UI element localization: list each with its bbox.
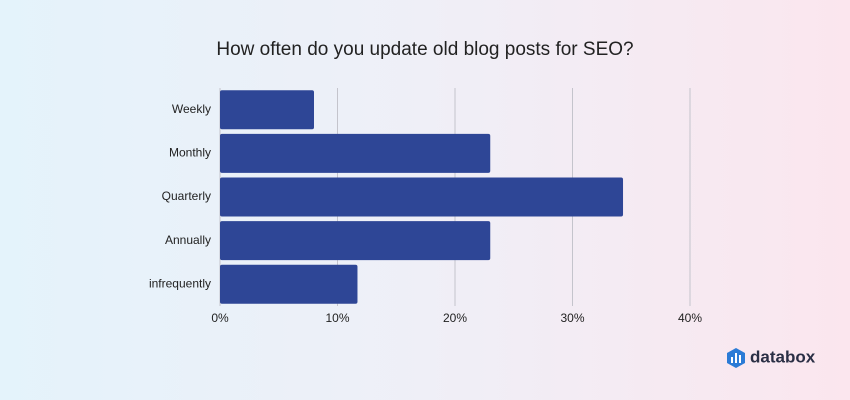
logo-icon-bar: [735, 353, 737, 363]
logo-icon-bar: [731, 357, 733, 363]
x-tick-label: 40%: [678, 311, 702, 325]
bar: [220, 264, 358, 304]
bar: [220, 177, 624, 217]
x-tick-label: 0%: [211, 311, 229, 325]
x-tick-label: 20%: [443, 311, 467, 325]
y-tick-label: Monthly: [169, 146, 211, 160]
y-tick-label: Weekly: [172, 102, 211, 116]
chart-title: How often do you update old blog posts f…: [216, 39, 633, 60]
x-tick-label: 30%: [560, 311, 584, 325]
logo-icon-bar: [739, 355, 741, 363]
bar: [220, 133, 491, 173]
y-tick-label: infrequently: [149, 276, 211, 290]
x-tick-label: 10%: [325, 311, 349, 325]
logo: databox: [727, 347, 816, 368]
bar: [220, 90, 314, 130]
logo-text: databox: [750, 347, 816, 366]
y-tick-label: Quarterly: [162, 189, 211, 203]
y-tick-label: Annually: [165, 233, 211, 247]
bar: [220, 221, 491, 261]
